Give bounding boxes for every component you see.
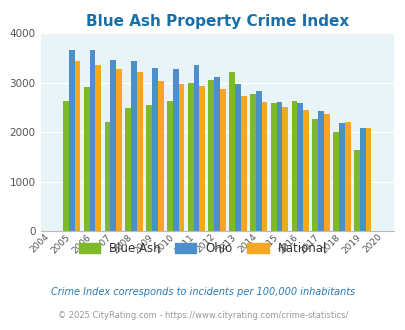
Bar: [255, 91, 261, 231]
Bar: [146, 105, 151, 231]
Bar: [199, 86, 205, 231]
Bar: [178, 84, 184, 231]
Bar: [249, 94, 255, 231]
Text: Crime Index corresponds to incidents per 100,000 inhabitants: Crime Index corresponds to incidents per…: [51, 287, 354, 297]
Bar: [131, 61, 136, 231]
Bar: [333, 132, 338, 231]
Bar: [234, 84, 240, 231]
Bar: [270, 103, 276, 231]
Bar: [297, 103, 303, 231]
Bar: [95, 65, 101, 231]
Bar: [125, 108, 131, 231]
Bar: [158, 81, 163, 231]
Bar: [104, 122, 110, 231]
Bar: [338, 123, 344, 231]
Bar: [193, 65, 199, 231]
Bar: [344, 122, 350, 231]
Bar: [116, 69, 122, 231]
Bar: [311, 119, 318, 231]
Bar: [110, 60, 116, 231]
Bar: [323, 114, 329, 231]
Bar: [75, 61, 80, 231]
Bar: [172, 69, 178, 231]
Bar: [208, 80, 214, 231]
Bar: [214, 77, 220, 231]
Bar: [90, 50, 95, 231]
Bar: [261, 102, 267, 231]
Bar: [83, 87, 90, 231]
Bar: [318, 111, 323, 231]
Bar: [69, 50, 75, 231]
Legend: Blue Ash, Ohio, National: Blue Ash, Ohio, National: [74, 237, 331, 260]
Bar: [276, 102, 282, 231]
Bar: [187, 83, 193, 231]
Bar: [240, 96, 246, 231]
Bar: [291, 101, 297, 231]
Bar: [136, 72, 143, 231]
Bar: [63, 101, 69, 231]
Bar: [166, 101, 172, 231]
Bar: [353, 150, 359, 231]
Title: Blue Ash Property Crime Index: Blue Ash Property Crime Index: [85, 14, 348, 29]
Bar: [303, 110, 308, 231]
Bar: [364, 128, 371, 231]
Bar: [282, 107, 288, 231]
Bar: [229, 72, 234, 231]
Bar: [220, 89, 225, 231]
Text: © 2025 CityRating.com - https://www.cityrating.com/crime-statistics/: © 2025 CityRating.com - https://www.city…: [58, 311, 347, 320]
Bar: [359, 128, 364, 231]
Bar: [151, 68, 158, 231]
